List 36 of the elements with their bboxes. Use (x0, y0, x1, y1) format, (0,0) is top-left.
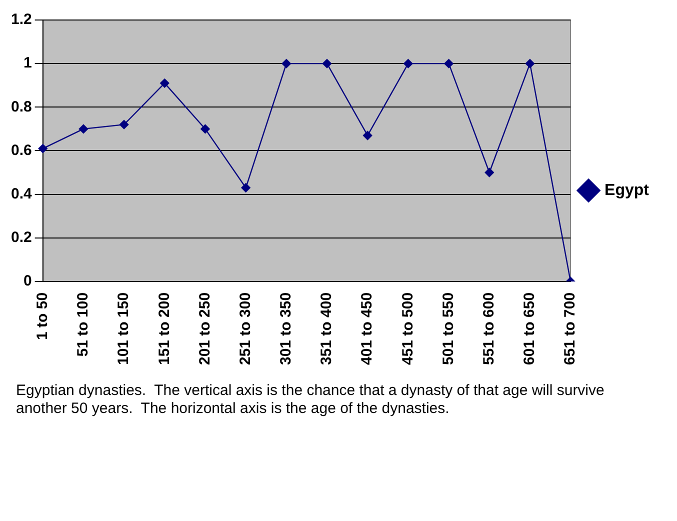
text: Egyptian dynasties. The vertical axis is the chance that a dynasty of that age will survive another 50 years. The horizontal axis is the age of the dynasties. (15, 382, 606, 418)
point (160, 78, 170, 88)
y-tick-label: 0.6 (10, 142, 32, 159)
x-tick-label: 401 to 450 (358, 292, 376, 365)
x-tick-label: 201 to 250 (196, 292, 214, 365)
point (119, 120, 129, 130)
point (38, 144, 48, 154)
x-tick-label: 251 to 300 (236, 292, 254, 365)
x-tick-label: 51 to 100 (74, 292, 92, 357)
point (322, 58, 332, 68)
y-tick-label: 0.8 (10, 98, 32, 116)
legend-label: Egypt (604, 182, 650, 199)
point (282, 58, 292, 68)
x-tick-label: 151 to 200 (156, 292, 173, 365)
x-tick-label: 351 to 400 (318, 292, 336, 365)
y-tick-label: 0.4 (10, 185, 32, 202)
point (241, 183, 250, 192)
x-tick-label: 301 to 350 (278, 292, 295, 365)
x-tick-label: 651 to 700 (562, 292, 579, 365)
point (200, 124, 210, 134)
point (362, 130, 372, 140)
point (484, 168, 494, 178)
y-tick-label: 0 (24, 272, 32, 290)
point (444, 58, 454, 68)
point (78, 124, 88, 134)
y-tick-label: 0.2 (10, 229, 32, 246)
y-tick-label: 1.2 (10, 11, 32, 28)
x-tick-label: 551 to 600 (480, 292, 498, 365)
y-tick-label: 1 (24, 54, 32, 72)
point (525, 58, 535, 68)
point (404, 58, 413, 68)
x-tick-label: 451 to 500 (399, 292, 416, 365)
x-tick-label: 601 to 650 (521, 292, 538, 365)
x-tick-label: 1 to 50 (34, 292, 51, 340)
x-tick-label: 501 to 550 (440, 292, 457, 365)
x-tick-label: 101 to 150 (115, 292, 132, 365)
